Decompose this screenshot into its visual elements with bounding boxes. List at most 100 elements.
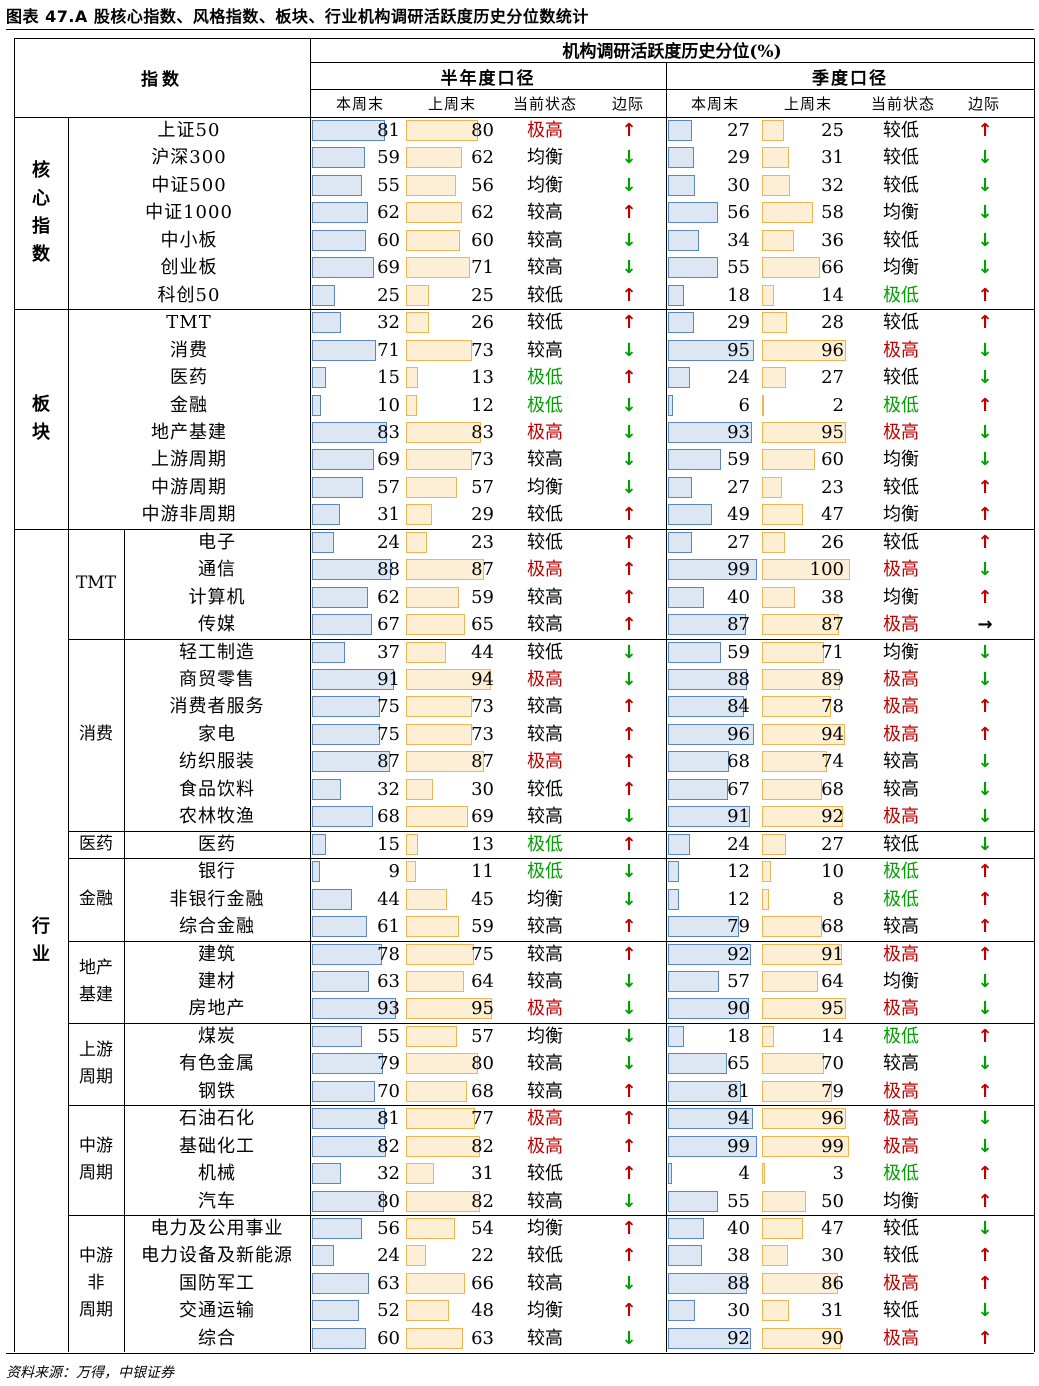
h-margin-up-icon: ↑ <box>621 1245 637 1267</box>
h-last-week-bar <box>406 147 462 169</box>
q-last-week-value: 74 <box>821 751 844 773</box>
q-state: 极高 <box>883 1135 919 1157</box>
row-name: 地产基建 <box>151 421 227 443</box>
q-last-week-bar <box>762 421 846 443</box>
row-name: 银行 <box>198 861 236 883</box>
q-last-week-value: 14 <box>821 284 844 306</box>
h-this-week-value: 63 <box>377 970 400 992</box>
h-last-week-bar <box>406 1300 450 1322</box>
h-this-week-value: 44 <box>377 888 400 910</box>
h-margin-down-icon: ↓ <box>621 1053 637 1075</box>
h-this-week-bar <box>312 229 366 251</box>
quarter-header: 季度口径 <box>812 68 888 89</box>
h-state: 极低 <box>527 861 563 883</box>
table-bottom-rule <box>6 1353 1034 1355</box>
q-this-week-value: 40 <box>727 1218 750 1239</box>
h-last-week-value: 68 <box>471 1080 494 1102</box>
h-this-week-value: 55 <box>377 1025 400 1047</box>
q-this-week-bar <box>668 614 747 636</box>
h-last-week-bar <box>406 257 470 279</box>
q-margin-up-icon: ↑ <box>977 394 993 416</box>
q-last-week-value: 92 <box>821 806 844 828</box>
h-last-week-value: 48 <box>471 1300 494 1322</box>
q-this-week-value: 55 <box>727 1190 750 1212</box>
q-last-week-value: 31 <box>821 147 844 169</box>
h-this-week-value: 87 <box>377 751 400 773</box>
vrule-subcat <box>124 528 125 1353</box>
h-margin-up-icon: ↑ <box>621 1163 637 1185</box>
h-last-week-bar <box>406 339 472 361</box>
q-state: 极高 <box>883 421 919 443</box>
q-this-week-bar <box>668 284 685 306</box>
h-this-week-bar <box>312 1108 385 1130</box>
row-name: 电子 <box>198 531 236 553</box>
h-last-week-bar <box>406 476 458 498</box>
row-name: 钢铁 <box>198 1080 236 1102</box>
row-name: 计算机 <box>188 586 246 608</box>
h-state: 较高 <box>527 449 563 471</box>
h-last-week-value: 63 <box>471 1327 494 1349</box>
q-last-week-value: 70 <box>821 1053 844 1075</box>
h-last-week-value: 31 <box>471 1163 494 1185</box>
h-this-week-value: 55 <box>377 174 400 196</box>
h-this-week-bar <box>312 970 369 992</box>
h-last-week-value: 69 <box>471 806 494 828</box>
q-last-week-bar <box>762 1245 789 1267</box>
top-rule <box>6 29 1034 30</box>
h-margin-up-icon: ↑ <box>621 1218 637 1239</box>
h-margin-up-icon: ↑ <box>621 312 637 334</box>
q-this-week-value: 12 <box>727 861 750 883</box>
q-last-week-bar <box>762 1300 790 1322</box>
row-name: 中游非周期 <box>141 504 237 526</box>
h-last-week-bar <box>406 586 460 608</box>
row-name: TMT <box>166 312 212 334</box>
h-this-week-bar <box>312 174 362 196</box>
h-this-week-value: 75 <box>377 696 400 718</box>
h-this-week-value: 61 <box>377 916 400 938</box>
h-state: 较高 <box>527 723 563 745</box>
q-margin-down-icon: ↓ <box>977 421 993 443</box>
q-this-week-value: 92 <box>727 1327 750 1349</box>
row-name: 电力设备及新能源 <box>141 1245 293 1267</box>
h-last-week-value: 44 <box>471 641 494 663</box>
h-margin-down-icon: ↓ <box>621 476 637 498</box>
h-margin-up-icon: ↑ <box>621 1300 637 1322</box>
q-state: 极高 <box>883 1272 919 1294</box>
q-last-week-value: 47 <box>821 504 844 526</box>
h-this-week-bar <box>312 394 321 416</box>
q-last-week-value: 23 <box>821 476 844 498</box>
h-this-week-value: 25 <box>377 284 400 306</box>
q-this-week-bar <box>668 1163 672 1185</box>
q-last-week-value: 38 <box>821 586 844 608</box>
subcategory-rule <box>68 1215 1034 1216</box>
h-last-week-bar <box>406 449 472 471</box>
h-last-week-bar <box>406 312 430 334</box>
q-this-week-bar <box>668 888 679 910</box>
h-state: 极低 <box>527 394 563 416</box>
h-last-week-bar <box>406 229 460 251</box>
category-label: 板块 <box>14 309 68 529</box>
h-this-week-bar <box>312 669 394 690</box>
subcategory-rule <box>68 638 1034 640</box>
col-q-last-week: 上周末 <box>783 95 832 113</box>
h-state: 较高 <box>527 1272 563 1294</box>
h-state: 极高 <box>527 421 563 443</box>
h-last-week-value: 82 <box>471 1135 494 1157</box>
q-last-week-bar <box>762 614 839 636</box>
q-this-week-value: 96 <box>727 723 750 745</box>
h-this-week-value: 75 <box>377 723 400 745</box>
q-this-week-value: 24 <box>727 833 750 855</box>
h-state: 较高 <box>527 970 563 992</box>
q-this-week-bar <box>668 1272 748 1294</box>
h-this-week-value: 68 <box>377 806 400 828</box>
h-margin-down-icon: ↓ <box>621 394 637 416</box>
h-last-week-value: 11 <box>471 861 494 883</box>
q-last-week-bar <box>762 1025 775 1047</box>
category-label-text: 核心指数 <box>32 160 50 266</box>
subcategory-label: 医药 <box>68 831 124 858</box>
q-this-week-value: 59 <box>727 449 750 471</box>
q-margin-down-icon: ↓ <box>977 559 993 581</box>
q-state: 较低 <box>883 147 919 169</box>
q-state: 极低 <box>883 861 919 883</box>
h-last-week-value: 87 <box>471 751 494 773</box>
